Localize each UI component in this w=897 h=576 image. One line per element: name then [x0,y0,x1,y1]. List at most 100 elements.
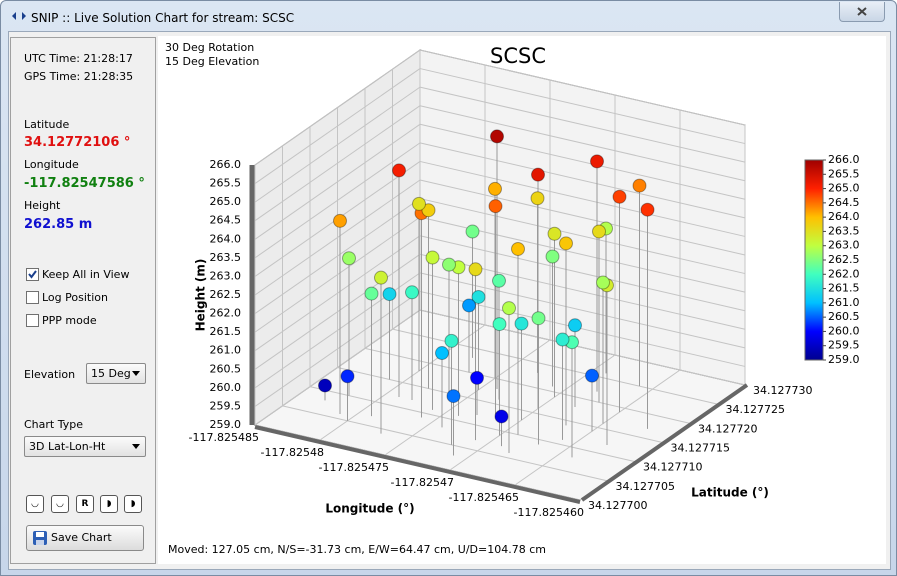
footer: Moved: 127.05 cm, N/S=-31.73 cm, E/W=64.… [168,543,546,556]
grid-line [419,49,746,126]
grid-line [254,253,421,370]
grid-line [419,179,746,256]
grid-line [419,160,746,237]
chart-type-label: Chart Type [24,418,83,431]
grid-line [419,272,746,349]
colorbar-label: 266.0 [828,153,860,166]
grid-line [254,309,421,426]
z-tick-label: 263.0 [210,269,242,282]
view-button[interactable]: ◡ [26,495,44,513]
z-tick-label: 259.5 [210,399,242,412]
z-tick-label: 259.0 [210,418,242,431]
point [374,270,388,285]
point [435,346,449,361]
grid-line [254,123,421,240]
grid-line [254,235,421,352]
save-button[interactable]: Save Chart [26,525,144,551]
window-title: SNIP :: Live Solution Chart for stream: … [31,11,295,25]
colorbar-label: 263.5 [828,224,860,237]
grid-line [254,86,421,203]
colorbar-label: 262.5 [828,253,860,266]
point [421,203,436,218]
point [502,301,516,316]
point [340,369,355,384]
point [492,317,507,332]
colorbar-label: 263.0 [828,239,860,252]
point [425,250,440,265]
grid-line [419,68,746,145]
point [412,196,426,211]
grid-line [419,105,746,182]
point [590,154,604,169]
close-button[interactable] [839,2,885,22]
point [392,163,406,178]
sidebar: UTC Time: 21:28:17 GPS Time: 21:28:35 La… [10,37,156,564]
y-tick-label: 34.127700 [588,499,648,512]
elevation-dropdown[interactable]: 15 Deg [86,363,146,384]
point [364,286,379,301]
grid-line [254,142,421,259]
z-tick-label: 266.0 [210,158,242,171]
z-tick-label: 261.0 [210,344,242,357]
elevation-value: 15 Deg [91,367,131,380]
checkbox[interactable] [26,314,39,327]
z-tick-label: 262.5 [210,288,242,301]
point [446,389,461,404]
view-button[interactable]: ◗ [100,495,118,513]
point [318,378,332,393]
grid-line [419,198,746,275]
colorbar-label: 264.5 [828,196,860,209]
point [405,285,419,300]
front-edge [254,425,581,504]
y-tick-label: 34.127730 [753,384,813,397]
grid-line [282,405,608,482]
colorbar-label: 264.0 [828,210,860,223]
y-tick-label: 34.127725 [726,403,786,416]
close-icon [857,7,867,16]
view-button[interactable]: ◡ [51,495,69,513]
x-tick-label: -117.825485 [189,431,259,444]
z-tick-label: 262.0 [210,307,242,320]
chart-type-dropdown[interactable]: 3D Lat-Lon-Ht [24,436,146,457]
z-axis-title: Height (m) [194,259,208,332]
colorbar [804,159,824,361]
colorbar-label: 265.0 [828,182,860,195]
grid-line [254,216,421,333]
checkbox-label: Log Position [42,291,108,304]
point [382,287,397,302]
grid-line [309,386,636,463]
point [492,273,506,288]
grid-line [419,123,746,200]
reset-button[interactable]: R [76,495,94,513]
view-button[interactable]: ◗ [124,495,142,513]
checkbox[interactable] [26,291,39,304]
height-label: Height [24,199,61,212]
chart-layer: 30 Deg Rotation 15 Deg Elevation SCSC Mo… [165,41,860,556]
point [470,370,484,385]
point [530,191,545,206]
y-tick-label: 34.127720 [698,422,758,435]
z-tick-label: 264.0 [210,232,242,245]
app-icon [12,12,26,20]
point [471,289,486,304]
point [592,224,606,239]
grid-line [254,68,421,184]
colorbar-label: 260.5 [828,310,860,323]
colorbar-label: 259.0 [828,353,860,366]
point [494,409,509,424]
point [462,298,476,313]
point [568,318,582,333]
checkbox[interactable] [26,268,39,281]
point [444,333,459,348]
x-tick-label: -117.82547 [391,476,454,489]
grid-line [419,86,746,163]
check-mark [28,270,37,279]
chart-panel: 30 Deg Rotation 15 Deg Elevation SCSC Mo… [158,36,886,564]
colorbar-label: 261.0 [828,296,860,309]
height-value: 262.85 m [24,217,93,232]
point [514,316,529,331]
utc-time: UTC Time: 21:28:17 [24,52,133,65]
latitude-label: Latitude [24,118,70,131]
x-tick-label: -117.82548 [261,446,324,459]
colorbar-label: 262.0 [828,267,860,280]
